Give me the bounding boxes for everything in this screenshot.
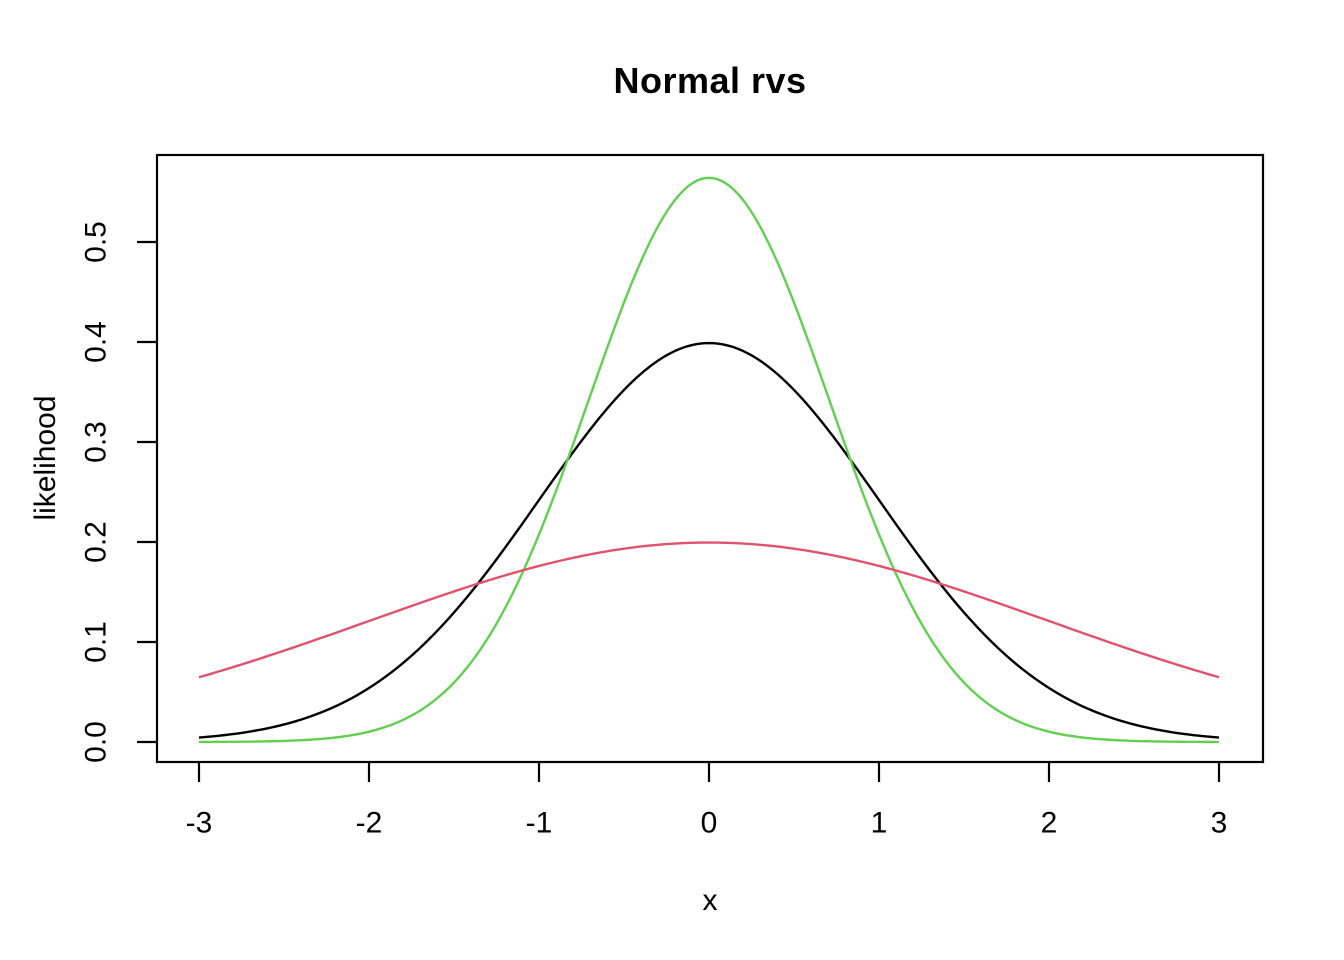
- chart-title: Normal rvs: [613, 60, 807, 101]
- y-tick-label: 0.0: [80, 721, 113, 763]
- y-tick-label: 0.4: [80, 321, 113, 363]
- curve-normal-sd-2: [198, 541, 1220, 679]
- x-tick-label: -3: [186, 807, 213, 840]
- x-axis-label: x: [702, 884, 718, 917]
- y-tick-label: 0.1: [80, 621, 113, 663]
- x-tick-label: 2: [1041, 807, 1058, 840]
- y-tick-label: 0.3: [80, 421, 113, 463]
- x-tick-label: 1: [871, 807, 888, 840]
- curve-normal-sd-0point71: [198, 176, 1220, 744]
- y-tick-label: 0.5: [80, 221, 113, 263]
- curve-normal-sd-1: [198, 341, 1220, 739]
- plot-box: [155, 153, 1265, 764]
- x-tick-label: -2: [356, 807, 383, 840]
- x-tick-label: 0: [701, 807, 718, 840]
- x-tick-label: -1: [526, 807, 553, 840]
- y-tick-label: 0.2: [80, 521, 113, 563]
- x-tick-label: 3: [1211, 807, 1228, 840]
